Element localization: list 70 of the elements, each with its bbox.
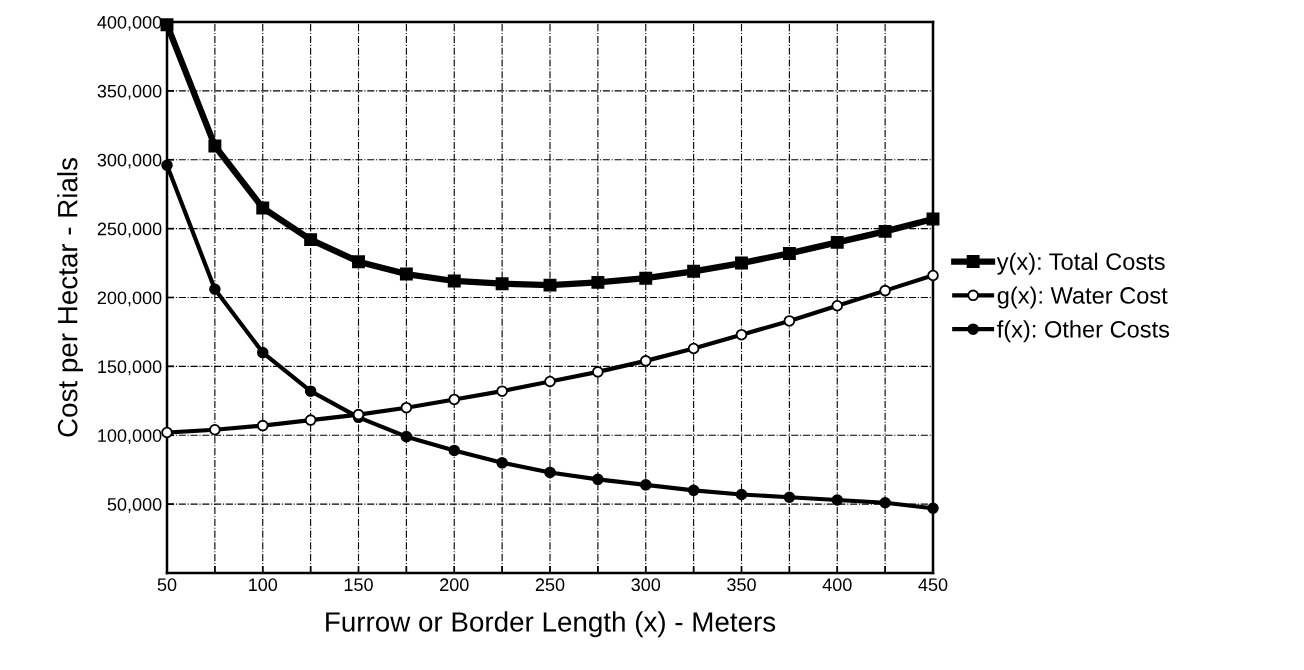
point [352,255,365,269]
point [209,283,221,296]
point [687,342,700,355]
x-axis-title: Furrow or Border Length (x) - Meters [326,611,776,638]
y-axis-title: Cost per Hectar - Rials [57,158,83,437]
x-tick-label: 100 [249,578,278,592]
point [639,479,652,491]
x-tick-label: 150 [344,578,373,592]
point [209,423,221,436]
point [879,496,891,509]
point [399,267,413,281]
x-tick-label: 250 [535,578,565,592]
legend-label: y(x): Total Costs [996,252,1165,275]
legend-label: g(x): Water Cost [997,286,1168,309]
y-tick-label: 350,000 [97,84,162,100]
point [160,18,174,32]
point [735,328,748,341]
point [782,246,796,260]
point [639,271,653,285]
point [544,375,556,388]
point [878,224,892,238]
point [591,275,605,289]
x-tick-label: 400 [822,578,852,592]
point [448,444,461,457]
point [208,139,222,153]
point [400,401,413,414]
point [400,430,413,443]
x-tick-label: 350 [727,578,756,592]
point [639,355,652,367]
point [879,284,891,297]
point [256,419,269,432]
x-tick-label: 50 [157,578,177,592]
point [783,315,796,327]
point [687,484,700,497]
point [304,233,318,247]
x-tick-label: 200 [440,578,469,592]
point [544,466,556,479]
point [831,299,844,312]
y-tick-label: 200,000 [97,291,162,307]
point [687,264,701,278]
point [161,426,173,439]
point [496,385,508,397]
point [592,366,604,378]
point [161,159,173,172]
point [447,274,461,288]
point [927,269,939,282]
point [735,488,748,501]
point [543,278,557,292]
point [256,346,269,359]
x-tick-label: 300 [631,578,661,592]
legend-label: f(x): Other Costs [997,320,1170,343]
point [735,256,748,270]
point [830,235,844,249]
y-tick-label: 400,000 [97,15,162,31]
point [448,393,461,406]
point [831,494,844,506]
point [495,277,509,291]
point [256,201,270,215]
point [496,457,508,469]
point [304,414,317,426]
y-tick-label: 150,000 [98,360,162,376]
point [304,385,317,397]
point [927,502,939,515]
y-tick-label: 250,000 [97,222,162,238]
point [783,491,796,504]
y-tick-label: 300,000 [97,153,162,169]
x-tick-label: 450 [918,578,948,592]
point [592,473,604,486]
y-tick-label: 50,000 [107,498,162,513]
y-tick-label: 100,000 [98,429,162,445]
